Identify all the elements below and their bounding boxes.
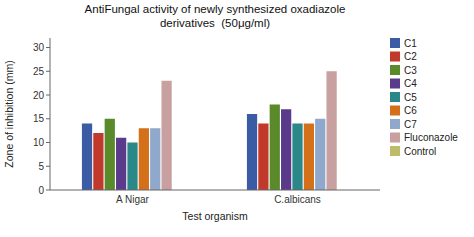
bar — [326, 71, 336, 190]
bar — [93, 133, 103, 190]
legend-swatch — [390, 133, 400, 143]
bar — [270, 105, 280, 191]
legend-label: C7 — [404, 119, 417, 130]
chart: 0 5 10 15 20 25 30 A Nigar C.albicans Test organi… — [0, 0, 474, 237]
chart-container: 0 5 10 15 20 25 30 A Nigar C.albicans Test organi… — [0, 0, 474, 237]
y-tick-label: 25 — [33, 66, 45, 77]
legend-swatch — [390, 38, 400, 48]
x-tick-label: A Nigar — [116, 194, 149, 205]
bar — [292, 124, 302, 191]
x-axis-label: Test organism — [182, 210, 248, 222]
y-tick — [46, 71, 50, 72]
legend-swatch — [390, 106, 400, 116]
bar — [127, 143, 137, 191]
bars — [82, 71, 337, 190]
y-tick — [46, 166, 50, 167]
bar — [150, 128, 160, 190]
legend-label: C4 — [404, 78, 417, 89]
y-tick — [46, 190, 50, 191]
bar — [82, 124, 92, 191]
legend-swatch — [390, 65, 400, 75]
legend-swatch — [390, 119, 400, 129]
legend-label: C1 — [404, 38, 417, 49]
y-tick-label: 0 — [38, 185, 44, 196]
legend-label: Control — [404, 146, 436, 157]
legend-swatch — [390, 92, 400, 102]
y-tick — [46, 118, 50, 119]
bar — [315, 119, 325, 190]
y-tick — [46, 47, 50, 48]
y-tick — [46, 95, 50, 96]
bar — [281, 109, 291, 190]
y-tick-label: 15 — [33, 113, 45, 124]
title: AntiFungal activity of newly synthesized… — [85, 3, 346, 29]
bar — [161, 81, 171, 190]
legend-label: C3 — [404, 65, 417, 76]
y-tick — [46, 142, 50, 143]
legend-label: C2 — [404, 51, 417, 62]
y-axis-label: Zone of inhibition (mm) — [3, 60, 15, 167]
legend-swatch — [390, 79, 400, 89]
legend-swatch — [390, 146, 400, 156]
legend-label: Fluconazole — [404, 132, 458, 143]
bar — [258, 124, 268, 191]
bar — [116, 138, 126, 190]
bar — [105, 119, 115, 190]
legend: C1 C2 C3 C4 C5 C6 C7 Fluconazole Control — [390, 38, 458, 157]
x-tick-label: C.albicans — [274, 194, 321, 205]
bar — [304, 124, 314, 191]
y-tick-label: 30 — [33, 42, 45, 53]
x-axis-line — [50, 190, 380, 191]
legend-swatch — [390, 52, 400, 62]
legend-label: C5 — [404, 92, 417, 103]
y-tick-label: 10 — [33, 137, 45, 148]
legend-label: C6 — [404, 105, 417, 116]
y-tick-label: 20 — [33, 90, 45, 101]
y-tick-label: 5 — [38, 161, 44, 172]
bar — [247, 114, 257, 190]
y-axis-line — [50, 38, 51, 190]
bar — [139, 128, 149, 190]
